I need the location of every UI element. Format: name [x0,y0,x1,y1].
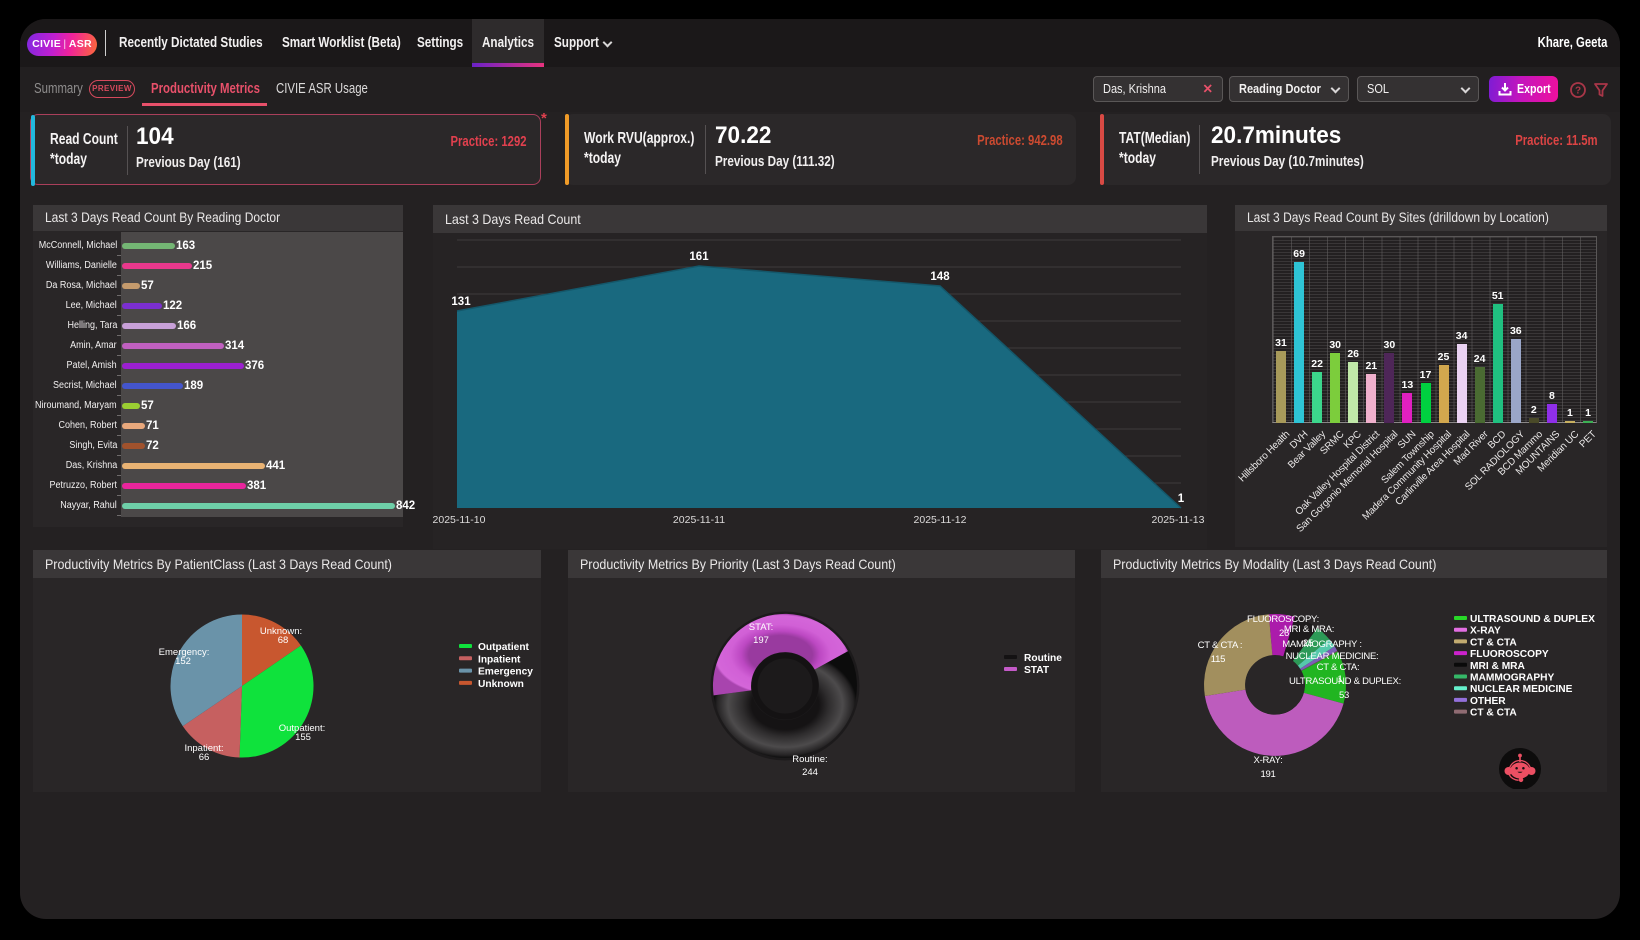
svg-text:Outpatient:: Outpatient: [279,723,325,734]
svg-text:X-RAY: X-RAY [1470,626,1501,637]
svg-text:CT & CTA: CT & CTA [1470,708,1517,719]
svg-text:ULTRASOUND & DUPLEX: ULTRASOUND & DUPLEX [1470,614,1595,625]
svg-text:66: 66 [199,752,210,763]
svg-text:148: 148 [930,271,950,283]
svg-text:2025-11-10: 2025-11-10 [433,514,486,526]
svg-text:Inpatient:: Inpatient: [184,743,223,754]
svg-text:FLUOROSCOPY: FLUOROSCOPY [1470,649,1549,660]
svg-text:Emergency:: Emergency: [159,647,210,658]
svg-text:STAT:: STAT: [749,622,773,633]
svg-text:244: 244 [802,767,818,778]
svg-text:CT & CTA: CT & CTA [1470,637,1517,648]
svg-text:53: 53 [1339,690,1349,701]
svg-text:2025-11-11: 2025-11-11 [673,514,725,526]
svg-text:155: 155 [295,732,311,743]
svg-text:NUCLEAR MEDICINE: NUCLEAR MEDICINE [1470,684,1573,695]
svg-text:Inpatient: Inpatient [478,654,521,665]
svg-text:CT & CTA :: CT & CTA : [1198,640,1243,651]
svg-text:131: 131 [451,296,471,308]
svg-text:Emergency: Emergency [478,667,533,678]
svg-text:Outpatient: Outpatient [478,642,530,653]
svg-text:25: 25 [1303,638,1313,649]
svg-text:MRI & MRA:: MRI & MRA: [1284,624,1334,635]
svg-text:MAMMOGRAPHY :: MAMMOGRAPHY : [1282,639,1361,650]
svg-text:X-RAY:: X-RAY: [1254,755,1283,766]
svg-text:1: 1 [1337,674,1342,685]
svg-text:CT & CTA:: CT & CTA: [1317,662,1360,673]
svg-text:NUCLEAR MEDICINE:: NUCLEAR MEDICINE: [1286,651,1379,662]
svg-text:115: 115 [1211,654,1225,665]
svg-text:ULTRASOUND & DUPLEX:: ULTRASOUND & DUPLEX: [1289,676,1401,687]
svg-text:68: 68 [278,635,289,646]
svg-text:197: 197 [753,635,769,646]
svg-text:FLUOROSCOPY:: FLUOROSCOPY: [1247,614,1319,625]
svg-text:26: 26 [1279,628,1289,639]
svg-text:161: 161 [689,251,709,263]
svg-text:1: 1 [1178,493,1185,505]
svg-text:191: 191 [1260,769,1275,780]
svg-text:Routine:: Routine: [792,754,827,765]
svg-text:MAMMOGRAPHY: MAMMOGRAPHY [1470,673,1555,684]
svg-text:Unknown:: Unknown: [260,626,302,637]
svg-text:MRI & MRA: MRI & MRA [1470,661,1526,672]
svg-text:2025-11-13: 2025-11-13 [1152,514,1205,526]
svg-text:?: ? [1575,86,1581,97]
svg-text:Unknown: Unknown [478,679,524,690]
svg-text:OTHER: OTHER [1470,696,1506,707]
svg-text:STAT: STAT [1024,665,1050,676]
svg-text:2025-11-12: 2025-11-12 [914,514,967,526]
svg-text:152: 152 [175,656,191,667]
svg-text:Routine: Routine [1024,653,1062,664]
